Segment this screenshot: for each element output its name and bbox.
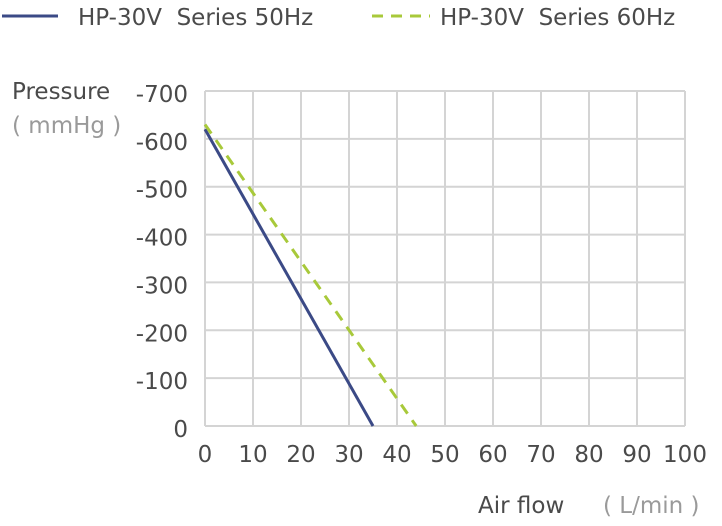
series-line-50hz	[203, 128, 375, 427]
x-tick-label: 30	[334, 442, 363, 468]
y-tick-label: -600	[136, 130, 188, 156]
x-tick-label: 90	[622, 442, 651, 468]
y-tick-label: -300	[136, 273, 188, 299]
x-tick-label: 10	[238, 442, 267, 468]
y-tick-label: 0	[173, 417, 188, 443]
x-tick-label: 20	[286, 442, 315, 468]
y-tick-label: -700	[136, 82, 188, 108]
x-tick-label: 100	[663, 442, 707, 468]
x-tick-label: 50	[430, 442, 459, 468]
x-tick-label: 40	[382, 442, 411, 468]
series-lines	[203, 123, 418, 427]
x-tick-label: 70	[526, 442, 555, 468]
y-tick-label: -500	[136, 178, 188, 204]
grid	[204, 90, 686, 427]
x-axis-unit: ( L/min )	[603, 493, 700, 519]
y-tick-labels: 0 -100 -200 -300 -400 -500 -600 -700	[136, 82, 188, 443]
legend: HP-30V Series 50Hz HP-30V Series 60Hz	[2, 5, 675, 31]
y-axis-unit: ( mmHg )	[12, 113, 121, 139]
y-tick-label: -100	[136, 369, 188, 395]
x-tick-label: 60	[478, 442, 507, 468]
y-tick-label: -200	[136, 321, 188, 347]
y-tick-label: -400	[136, 226, 188, 252]
x-tick-label: 0	[198, 442, 213, 468]
legend-label-50hz: HP-30V Series 50Hz	[78, 5, 313, 31]
series-line-60hz	[203, 123, 418, 427]
x-tick-labels: 0 10 20 30 40 50 60 70 80 90 100	[198, 442, 707, 468]
legend-label-60hz: HP-30V Series 60Hz	[440, 5, 675, 31]
y-axis-label: Pressure	[12, 79, 110, 105]
x-axis-label: Air flow	[478, 493, 564, 519]
x-tick-label: 80	[574, 442, 603, 468]
